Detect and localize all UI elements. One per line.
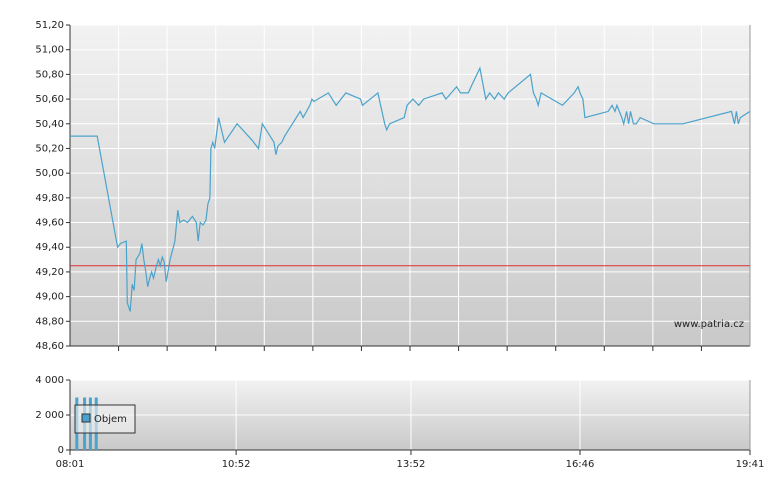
- y-tick-label: 50,00: [35, 168, 64, 179]
- y-tick-label: 48,80: [35, 316, 64, 327]
- y-tick-label: 0: [58, 445, 64, 456]
- y-tick-label: 51,20: [35, 20, 64, 31]
- x-tick-label: 08:01: [56, 459, 85, 470]
- y-tick-label: 49,80: [35, 193, 64, 204]
- y-tick-label: 50,40: [35, 119, 64, 130]
- legend-label: Objem: [94, 414, 127, 425]
- y-tick-label: 51,00: [35, 45, 64, 56]
- y-tick-label: 49,60: [35, 218, 64, 229]
- x-tick-label: 10:52: [222, 459, 251, 470]
- y-tick-label: 4 000: [35, 375, 64, 386]
- y-tick-label: 49,20: [35, 267, 64, 278]
- x-tick-label: 16:46: [566, 459, 595, 470]
- legend-swatch: [81, 413, 91, 423]
- y-tick-label: 50,60: [35, 94, 64, 105]
- x-tick-label: 13:52: [397, 459, 426, 470]
- y-tick-label: 50,80: [35, 69, 64, 80]
- y-tick-label: 48,60: [35, 341, 64, 352]
- x-tick-label: 19:41: [736, 459, 765, 470]
- y-tick-label: 49,00: [35, 292, 64, 303]
- y-tick-label: 2 000: [35, 410, 64, 421]
- watermark: www.patria.cz: [674, 319, 744, 330]
- y-tick-label: 50,20: [35, 143, 64, 154]
- y-tick-label: 49,40: [35, 242, 64, 253]
- price-line: [70, 66, 751, 312]
